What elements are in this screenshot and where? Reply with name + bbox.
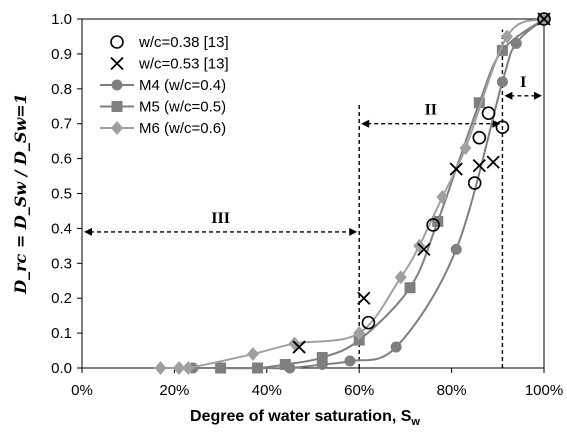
x-tick-label: 100%: [525, 382, 563, 399]
axes: 0% 20% 40% 60% 80% 100% 0.0 0.1 0.2 0.3 0.4 0.5 0.6 0…: [11, 11, 563, 428]
arrow-head: [84, 227, 92, 236]
data-point: [353, 326, 366, 341]
arrow-head: [361, 119, 370, 128]
region-label: II: [425, 102, 437, 119]
data-point: [361, 315, 376, 330]
legend-label: M6 (w/c=0.6): [139, 120, 226, 137]
data-point: [486, 155, 500, 169]
y-tick-label: 0.6: [51, 151, 72, 168]
series-0: [361, 12, 551, 330]
legend-marker: [110, 56, 124, 71]
legend-marker: [110, 35, 124, 49]
x-tick-label: 0%: [71, 382, 93, 399]
data-point: [496, 76, 508, 88]
x-tick-label: 60%: [344, 382, 374, 399]
data-point: [292, 340, 306, 354]
arrow-head: [349, 227, 358, 236]
data-point: [472, 158, 486, 173]
data-point: [252, 362, 264, 374]
y-tick-label: 0.7: [51, 116, 72, 133]
data-point: [215, 362, 227, 374]
y-tick-label: 0.1: [51, 325, 72, 342]
data-point: [473, 97, 485, 109]
data-point: [173, 361, 186, 375]
legend-label: w/c=0.53 [13]: [138, 56, 229, 73]
arrow-head: [504, 91, 513, 100]
plot-frame: [81, 18, 545, 369]
data-point: [426, 218, 440, 232]
region-label: I: [520, 74, 526, 91]
data-series: [154, 12, 551, 375]
y-tick-label: 0.2: [51, 290, 72, 307]
data-point: [450, 243, 462, 255]
legend-label: w/c=0.38 [13]: [138, 34, 229, 51]
y-tick-label: 1.0: [51, 11, 72, 28]
data-point: [467, 176, 482, 190]
data-point: [459, 141, 472, 156]
data-point: [357, 291, 371, 305]
legend-marker: [111, 101, 123, 112]
y-tick-label: 0.3: [51, 255, 72, 272]
series-1: [292, 12, 551, 354]
data-point: [246, 347, 259, 362]
data-point: [496, 44, 508, 56]
x-tick-label: 20%: [159, 382, 189, 399]
plot-area: [81, 18, 545, 369]
data-point: [481, 106, 496, 121]
data-point: [404, 282, 416, 294]
y-tick-label: 0.4: [51, 220, 72, 237]
data-point: [390, 341, 402, 353]
legend-label: M5 (w/c=0.5): [139, 99, 226, 116]
data-point: [501, 29, 514, 44]
y-tick-label: 0.5: [51, 186, 72, 203]
arrow-head: [534, 91, 542, 100]
y-tick-label: 0.0: [51, 360, 72, 377]
y-tick-label: 0.9: [51, 46, 72, 63]
x-tick-label: 40%: [252, 382, 282, 399]
data-point: [537, 12, 551, 26]
x-axis-label: Degree of water saturation, Sw: [190, 408, 420, 428]
data-point: [449, 162, 463, 176]
data-point: [154, 361, 167, 375]
y-axis-label: D_rc = D_Sw / D_Sw=1: [11, 93, 30, 295]
data-point: [417, 242, 431, 256]
series-line: [220, 18, 545, 370]
legend-marker: [111, 79, 123, 91]
x-tick-label: 80%: [437, 382, 467, 399]
arrow-head: [492, 119, 501, 128]
data-point: [472, 130, 487, 145]
legend-label: M4 (w/c=0.4): [139, 77, 226, 94]
data-point: [316, 352, 328, 364]
y-tick-label: 0.8: [51, 81, 72, 98]
data-point: [436, 189, 449, 204]
data-point: [182, 361, 195, 375]
data-point: [394, 270, 407, 285]
data-point: [344, 355, 356, 367]
legend-marker: [111, 121, 123, 135]
data-point: [279, 359, 291, 371]
data-point: [537, 12, 551, 26]
data-point: [495, 120, 510, 134]
region-label: III: [211, 210, 230, 227]
legend: w/c=0.38 [13] w/c=0.53 [13] M4 (w/c=0.4) M5…: [100, 34, 229, 137]
